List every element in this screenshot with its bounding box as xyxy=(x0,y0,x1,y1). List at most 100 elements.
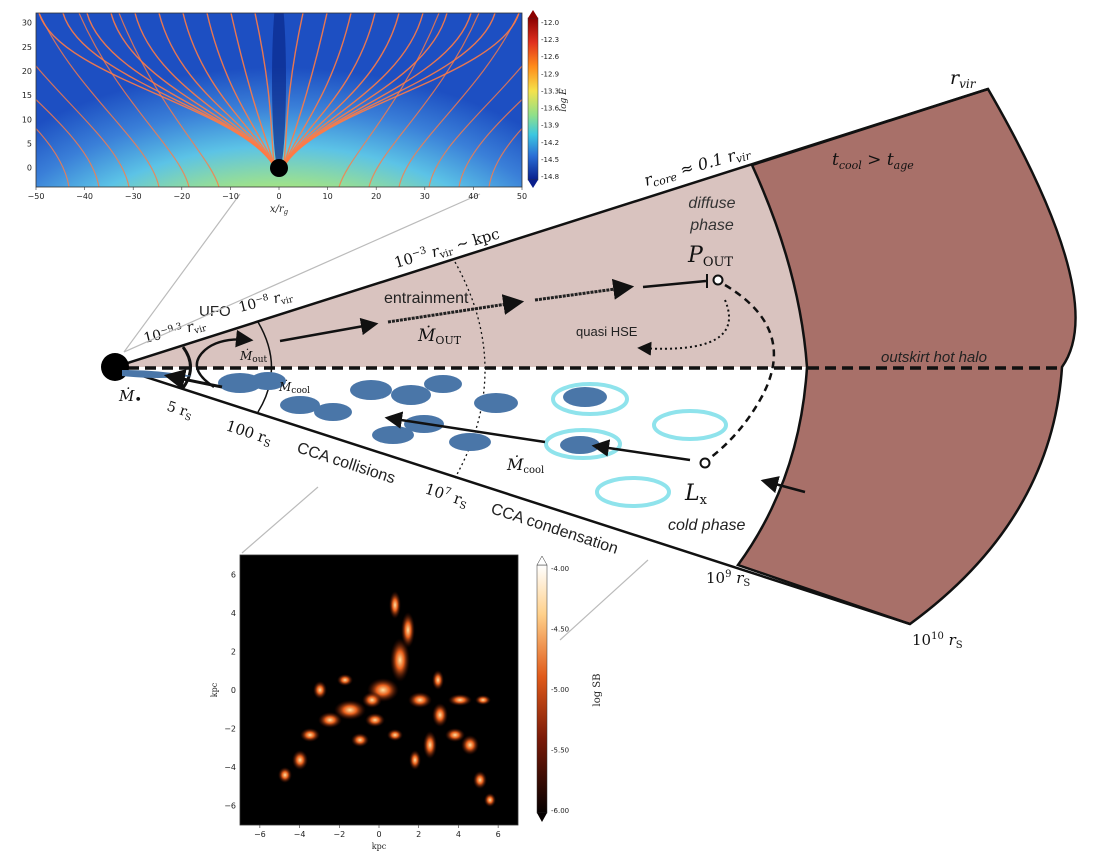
inset-top-colorbar xyxy=(527,17,539,181)
colorbar-tick-label: -12.0 xyxy=(541,19,559,27)
field-line xyxy=(254,13,276,169)
black-hole xyxy=(101,353,129,381)
colorbar-tick-label: -14.5 xyxy=(541,156,559,164)
cooling-ring xyxy=(544,428,622,460)
label-1e9rs: 109 rS xyxy=(706,569,750,589)
colorbar-tick-label: -5.00 xyxy=(551,686,569,694)
y-tick-label: 0 xyxy=(231,686,236,695)
colorbar-tick-label: -4.50 xyxy=(551,626,569,634)
sb-filament xyxy=(365,713,385,727)
sb-filament xyxy=(337,674,353,686)
y-tick-label: 5 xyxy=(27,140,32,149)
sb-filament xyxy=(432,703,448,727)
cold-cloud xyxy=(250,372,286,390)
inset-top-black-hole xyxy=(270,159,288,177)
x-tick-label: −4 xyxy=(294,830,306,839)
label-cold-phase: cold phase xyxy=(668,517,745,534)
inset-bottom-xlabel: kpc xyxy=(372,842,387,851)
colorbar-tick-label: -12.6 xyxy=(541,53,560,61)
x-tick-label: −20 xyxy=(173,192,190,201)
colorbar-tick-label: -14.8 xyxy=(541,173,559,181)
x-tick-label: −50 xyxy=(28,192,45,201)
flow-arrows xyxy=(163,274,806,494)
inset-connectors xyxy=(123,193,649,641)
label-mdot-cool-big: Ṁcool xyxy=(506,454,544,476)
label-100rs: 100 rS xyxy=(223,417,274,451)
x-tick-label: −10 xyxy=(222,192,239,201)
field-line xyxy=(282,13,328,169)
cooling-ring xyxy=(551,382,629,416)
label-1e7rs: 107 rS xyxy=(422,480,470,513)
y-tick-label: 20 xyxy=(22,67,32,76)
inset-bottom-colorbar-top-cap xyxy=(536,555,548,566)
field-line xyxy=(36,98,100,187)
connector-top-left xyxy=(123,193,241,353)
label-r8: 10−8 rvir xyxy=(237,287,295,318)
colorbar-tick-label: -12.3 xyxy=(541,36,559,44)
sb-filament xyxy=(401,612,415,648)
y-tick-label: 15 xyxy=(22,91,32,100)
label-5rs: 5 rS xyxy=(164,399,195,424)
label-outskirt: outskirt hot halo xyxy=(881,349,987,366)
colorbar-tick-label: -13.6 xyxy=(541,105,560,113)
y-tick-label: 6 xyxy=(231,570,236,579)
cold-cloud xyxy=(474,393,518,413)
y-tick-label: 4 xyxy=(231,609,236,618)
label-mdot-bh: Ṁ• xyxy=(118,387,142,408)
sb-filament xyxy=(475,695,491,705)
inset-top-y-ticks: 0 5 10 15 20 25 30 xyxy=(22,19,32,173)
sb-filament xyxy=(445,728,465,742)
p-out-marker xyxy=(712,274,724,286)
field-line xyxy=(206,13,276,169)
accretion-disk xyxy=(122,370,192,378)
hot-halo-region xyxy=(735,87,1077,626)
field-line xyxy=(488,127,522,187)
inflow-arrow-halo xyxy=(760,476,806,494)
cold-cloud xyxy=(314,403,352,421)
label-p-out: POUT xyxy=(687,243,733,270)
outflow-arrow-2 xyxy=(387,294,525,324)
inset-top-x-ticks: −50 −40 −30 −20 −10 0 10 20 30 40 50 xyxy=(28,187,527,201)
wedge-top-edge xyxy=(114,87,989,369)
inset-top-colorbar-top-cap xyxy=(528,10,538,18)
y-tick-label: 0 xyxy=(27,164,32,173)
hse-dotted-arrow xyxy=(637,299,730,356)
x-tick-label: −6 xyxy=(254,830,266,839)
outflow-arrow-1 xyxy=(279,317,379,343)
connector-top-right xyxy=(123,193,481,353)
inset-top-colorbar-bottom-cap xyxy=(528,180,538,188)
x-tick-label: 0 xyxy=(376,830,381,839)
field-line xyxy=(398,13,520,187)
cold-clouds xyxy=(218,372,728,508)
cold-cloud xyxy=(424,375,462,393)
label-r-vir-top: rvir xyxy=(950,67,977,91)
cold-cloud xyxy=(280,396,320,414)
cold-cloud xyxy=(391,385,431,405)
field-line xyxy=(38,13,160,187)
x-tick-label: 6 xyxy=(496,830,501,839)
sb-filament xyxy=(387,729,403,741)
label-mdot-out-small: Ṁout xyxy=(239,348,268,365)
field-line xyxy=(230,13,276,169)
sb-filaments xyxy=(278,591,496,807)
inset-top-jet xyxy=(272,13,286,170)
field-line xyxy=(36,127,70,187)
sb-filament xyxy=(484,793,496,807)
y-tick-label: −6 xyxy=(224,802,236,811)
x-tick-label: −2 xyxy=(333,830,345,839)
field-line xyxy=(182,13,276,169)
inset-bottom-colorbar xyxy=(536,564,548,814)
sb-filament xyxy=(408,692,432,708)
sb-filament xyxy=(473,771,487,789)
colorbar-tick-label: -13.3 xyxy=(541,87,559,95)
label-cca-collisions: CCA collisions xyxy=(295,440,398,488)
inflow-arrow-inner xyxy=(163,369,223,390)
connector-bottom-right xyxy=(559,559,649,641)
inflow-arrow-mid xyxy=(384,411,546,444)
lx-marker xyxy=(699,457,711,469)
y-tick-label: 10 xyxy=(22,115,32,124)
x-tick-label: 0 xyxy=(276,192,281,201)
y-tick-label: 2 xyxy=(231,647,236,656)
field-line xyxy=(368,13,480,187)
